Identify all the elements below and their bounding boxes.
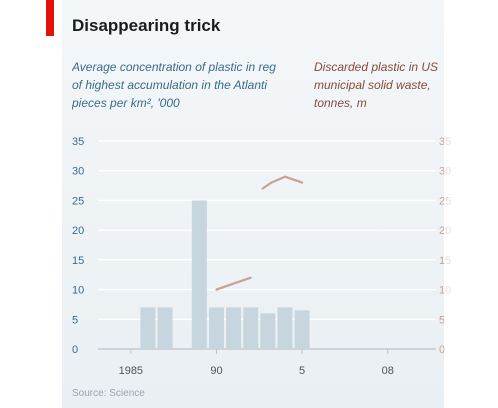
x-tick-label: 1985 xyxy=(119,365,143,377)
right-axis-subtitle: Discarded plastic in US municipal solid … xyxy=(314,60,439,110)
left-axis-tick-label: 5 xyxy=(72,314,78,326)
bar-1990 xyxy=(208,307,224,349)
source-note: Source: Science xyxy=(72,388,145,399)
line-segment-1 xyxy=(215,276,252,291)
left-axis-tick-label: 15 xyxy=(72,255,84,267)
left-axis-subtitle: Average concentration of plastic in reg … xyxy=(72,60,276,110)
bar-1993 xyxy=(260,313,276,349)
bar-1986 xyxy=(140,307,156,349)
bar-1994 xyxy=(277,307,293,349)
bar-1987 xyxy=(157,307,173,349)
left-axis-tick-label: 35 xyxy=(72,136,84,148)
left-axis-tick-label: 0 xyxy=(72,344,78,356)
bar-1989 xyxy=(191,200,207,349)
right-axis-tick-label: 0 xyxy=(439,344,445,356)
left-axis-tick-label: 10 xyxy=(72,285,84,297)
bar-1991 xyxy=(226,307,242,349)
x-tick-label: 08 xyxy=(382,365,394,377)
right-axis-tick-label: 5 xyxy=(439,314,445,326)
chart-title: Disappearing trick xyxy=(72,16,221,35)
left-axis-tick-label: 30 xyxy=(72,166,84,178)
red-accent-bar xyxy=(46,0,54,36)
bar-1995 xyxy=(294,310,310,349)
x-tick-label: 5 xyxy=(299,365,305,377)
bar-1992 xyxy=(243,307,259,349)
x-tick-label: 90 xyxy=(210,365,222,377)
left-axis-tick-label: 25 xyxy=(72,195,84,207)
left-axis-tick-label: 20 xyxy=(72,225,84,237)
right-fade-overlay xyxy=(444,0,498,408)
line-segment-2 xyxy=(261,175,304,190)
